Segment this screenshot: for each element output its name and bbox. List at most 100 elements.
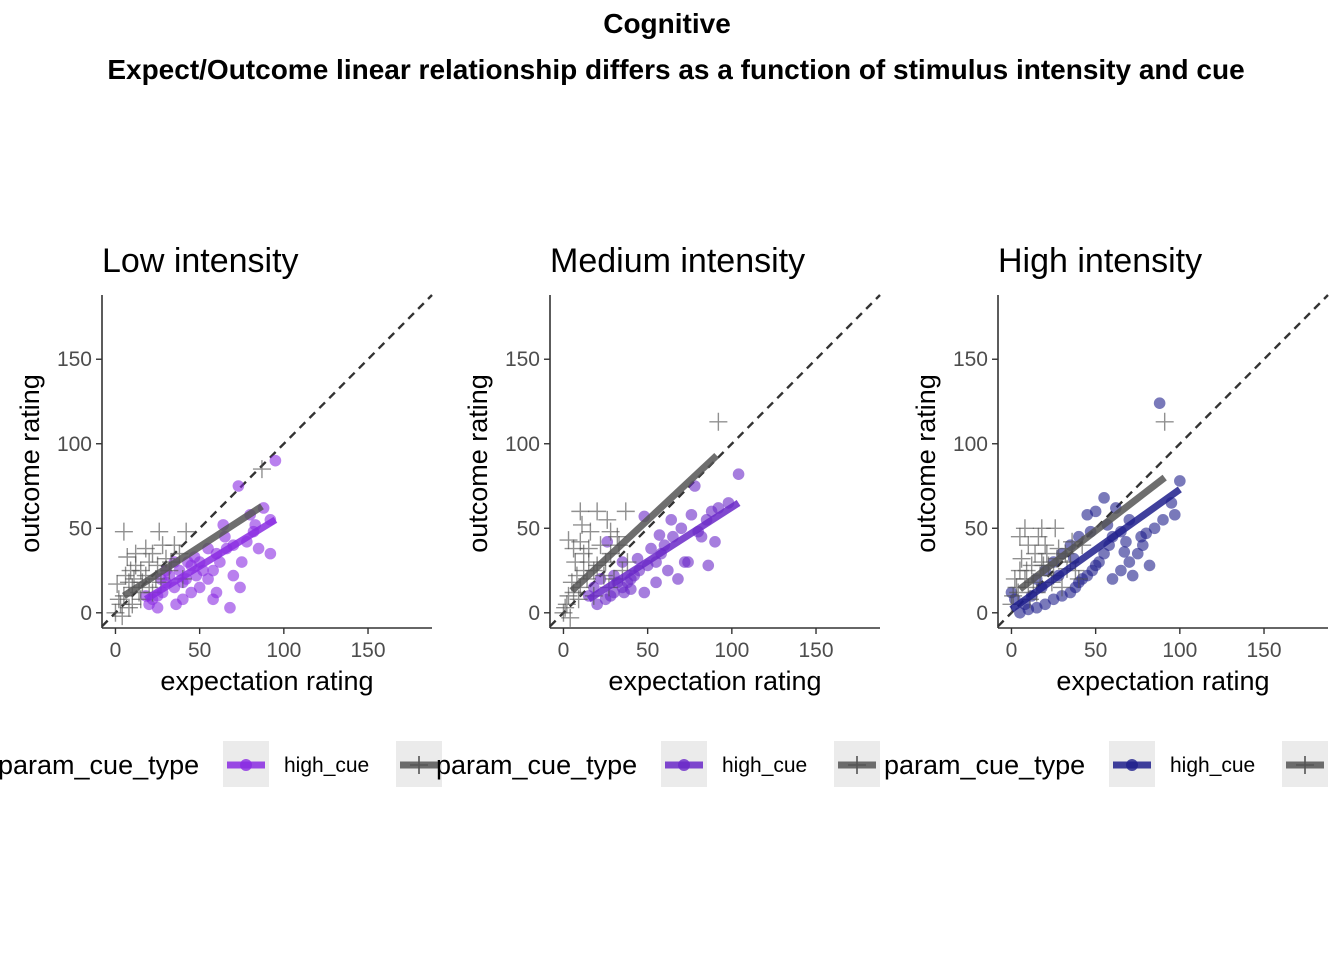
identity-line [549,294,881,628]
data-point [650,576,662,589]
data-point [591,536,610,555]
fit-line-low_cue [121,503,264,599]
data-point [732,468,745,480]
data-point [566,553,585,572]
data-point [1106,573,1119,585]
y-tick-label: 150 [505,348,540,371]
data-point [1019,536,1038,555]
y-tick-label: 50 [965,517,988,540]
legend-label: high_cue [722,754,807,777]
legend-low-intensity: param_cue_type high_cue [0,741,442,787]
identity-line [997,294,1329,628]
panel-title: High intensity [998,242,1202,280]
data-point [561,608,580,627]
y-tick-label: 50 [69,517,92,540]
data-point [118,548,137,567]
data-point [1143,559,1156,572]
data-point [202,573,214,585]
data-point [571,532,590,551]
figure-subtitle: Expect/Outcome linear relationship diffe… [107,54,1244,85]
data-point [123,595,142,614]
data-point [185,586,198,599]
data-point [143,544,162,563]
data-point [559,586,578,605]
data-point [616,502,635,521]
data-point [1037,544,1056,563]
x-tick-label: 50 [636,639,659,662]
data-point [665,514,678,526]
x-tick-label: 150 [1246,639,1281,662]
data-point [1153,397,1166,409]
data-point [675,522,688,535]
data-point [114,522,133,541]
y-tick-label: 50 [517,517,540,540]
data-point [109,590,128,609]
data-point [177,522,196,541]
data-point [556,598,575,617]
y-tick-label: 100 [953,433,988,456]
data-point [672,573,684,585]
fit-line-high_cue [586,499,741,603]
y-tick-label: 0 [80,602,92,625]
data-point [165,536,184,555]
data-point [113,607,132,626]
fit-line-high_cue [1009,486,1182,613]
y-tick-label: 150 [57,348,92,371]
y-tick-label: 150 [953,348,988,371]
data-point [116,566,135,585]
data-point [193,581,206,594]
legend-high-intensity: param_cue_type high_cue [884,741,1328,787]
data-point [685,508,698,521]
data-point [264,547,277,560]
fit-line-low_cue [1017,474,1167,592]
data-point [1029,527,1048,546]
data-point [608,527,627,546]
data-point [126,544,145,563]
data-point [638,586,651,599]
legend-key-point [240,759,252,771]
x-tick-label: 0 [110,639,122,662]
data-point [1069,569,1088,588]
x-tick-label: 150 [798,639,833,662]
y-axis-label: outcome rating [463,374,493,553]
x-tick-label: 0 [558,639,570,662]
data-point [232,480,245,492]
data-point [569,590,588,609]
y-tick-label: 0 [976,602,988,625]
data-point [121,561,140,580]
data-point [574,544,593,563]
data-point [1098,492,1110,504]
data-point [124,569,143,588]
data-point [234,581,246,594]
data-point [598,510,617,529]
data-point [252,460,271,479]
panel-title: Medium intensity [550,242,805,280]
data-point [224,601,236,614]
data-point [625,583,637,595]
data-point [269,454,282,467]
data-point [1081,508,1094,521]
data-point [1126,569,1139,582]
data-point [557,595,576,614]
fit-line-low_cue [569,453,720,594]
data-point [227,569,240,582]
data-point [1017,561,1036,580]
legend-title: param_cue_type [436,750,637,780]
data-point [1015,519,1034,538]
data-point [119,598,138,617]
data-point [709,535,721,548]
legend-label: high_cue [284,754,369,777]
data-point [594,566,613,585]
data-point [571,502,590,521]
legend-label: high_cue [1170,754,1255,777]
legend-key-point [1126,759,1138,771]
data-point [252,542,265,555]
data-point [140,553,159,572]
x-tick-label: 100 [714,639,749,662]
data-point [1131,547,1144,560]
x-tick-label: 50 [188,639,211,662]
data-point [106,603,125,622]
data-point [662,564,674,577]
data-point [170,598,182,611]
